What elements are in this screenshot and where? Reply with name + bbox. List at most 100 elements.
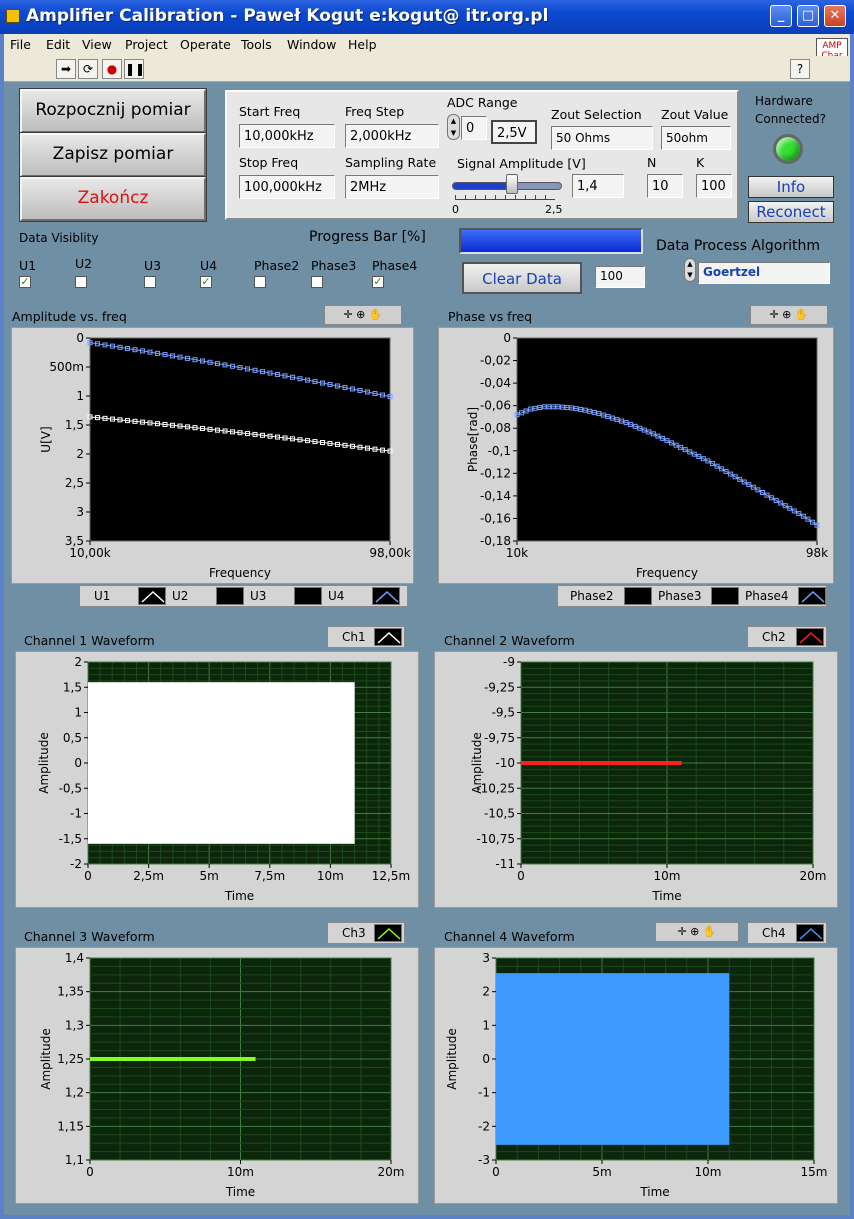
menu-window[interactable]: Window: [287, 37, 337, 52]
n-field[interactable]: 10: [647, 174, 683, 198]
abort-icon[interactable]: ●: [102, 59, 122, 79]
vis-checkbox-u2[interactable]: [75, 276, 87, 288]
graph-tools-palette[interactable]: ✛ ⊕ ✋: [324, 305, 402, 325]
menu-file[interactable]: File: [10, 37, 31, 52]
maximize-button[interactable]: □: [797, 5, 819, 27]
zout-value-label: Zout Value: [661, 107, 729, 122]
vis-label-u4: U4: [200, 258, 218, 273]
algorithm-select[interactable]: Goertzel: [698, 262, 830, 284]
legend-u3: U3: [250, 589, 267, 603]
legend-u4: U4: [328, 589, 345, 603]
ch3-legend: Ch3: [327, 922, 405, 944]
pause-icon[interactable]: ❚❚: [124, 59, 145, 79]
legend-ch1: Ch1: [342, 630, 366, 644]
legend-swatch-phase2[interactable]: [624, 587, 652, 605]
adc-range-label: ADC Range: [447, 95, 518, 110]
menu-edit[interactable]: Edit: [46, 37, 71, 52]
sampling-rate-label: Sampling Rate: [345, 155, 437, 170]
run-arrow-icon[interactable]: ➡: [56, 59, 76, 79]
amplitude-graph: [11, 327, 414, 584]
start-measurement-button[interactable]: Rozpocznij pomiar: [19, 88, 207, 134]
toolbar: ➡ ⟳ ● ❚❚ ?: [4, 56, 850, 82]
zout-value-field[interactable]: 50ohm: [661, 126, 731, 150]
vis-checkbox-phase4[interactable]: ✓: [372, 275, 384, 288]
data-visibility-title: Data Visiblity: [19, 231, 99, 245]
app-icon: [6, 9, 20, 23]
legend-ch4: Ch4: [762, 926, 786, 940]
legend-swatch-ch1[interactable]: [374, 628, 402, 646]
legend-swatch-phase4[interactable]: [798, 587, 826, 605]
signal-amplitude-label: Signal Amplitude [V]: [457, 156, 586, 171]
run-continuous-icon[interactable]: ⟳: [78, 59, 98, 79]
legend-swatch-ch3[interactable]: [374, 924, 402, 942]
zout-selection-label: Zout Selection: [551, 107, 642, 122]
graph-tools-palette[interactable]: ✛ ⊕ ✋: [655, 922, 739, 942]
vis-checkbox-u3[interactable]: [144, 276, 156, 288]
minimize-button[interactable]: _: [770, 5, 792, 27]
stop-freq-label: Stop Freq: [239, 155, 299, 170]
slider-min-label: 0: [452, 203, 459, 216]
algorithm-label: Data Process Algorithm: [656, 238, 821, 254]
vis-checkbox-phase3[interactable]: [311, 276, 323, 288]
legend-swatch-u1[interactable]: [138, 587, 166, 605]
help-icon[interactable]: ?: [790, 59, 810, 79]
legend-phase2: Phase2: [570, 589, 614, 603]
k-label: K: [696, 155, 705, 170]
finish-button[interactable]: Zakończ: [19, 176, 207, 222]
close-button[interactable]: ✕: [824, 5, 846, 27]
graph-tools-palette[interactable]: ✛ ⊕ ✋: [750, 305, 828, 325]
freq-step-label: Freq Step: [345, 104, 405, 119]
vis-checkbox-phase2[interactable]: [254, 276, 266, 288]
adc-index-field[interactable]: 0: [461, 116, 487, 140]
legend-swatch-u2[interactable]: [216, 587, 244, 605]
progress-value-field: 100: [595, 266, 645, 288]
graph-title: Channel 2 Waveform: [444, 633, 575, 648]
legend-swatch-ch2[interactable]: [796, 628, 824, 646]
menu-view[interactable]: View: [82, 37, 112, 52]
amplitude-legend: U1 U2 U3 U4: [79, 585, 408, 607]
start-freq-field[interactable]: 10,000kHz: [239, 124, 335, 148]
sampling-rate-field[interactable]: 2MHz: [345, 175, 439, 199]
vis-checkbox-u4[interactable]: ✓: [200, 275, 212, 288]
menu-bar: File Edit View Project Operate Tools Win…: [4, 34, 850, 76]
stop-freq-field[interactable]: 100,000kHz: [239, 175, 335, 199]
freq-step-field[interactable]: 2,000kHz: [345, 124, 439, 148]
graph-title: Channel 3 Waveform: [24, 929, 155, 944]
hardware-label-2: Connected?: [755, 112, 826, 126]
clear-data-button[interactable]: Clear Data: [462, 262, 582, 294]
reconnect-button[interactable]: Reconect: [748, 201, 834, 223]
save-measurement-button[interactable]: Zapisz pomiar: [19, 132, 207, 178]
ch2-legend: Ch2: [747, 626, 827, 648]
menu-help[interactable]: Help: [348, 37, 377, 52]
amplitude-value-field[interactable]: 1,4: [572, 174, 624, 198]
legend-ch2: Ch2: [762, 630, 786, 644]
phase-legend: Phase2 Phase3 Phase4: [557, 585, 827, 607]
k-field[interactable]: 100: [696, 174, 732, 198]
graph-title: Amplitude vs. freq: [12, 309, 127, 324]
channel2-graph: [434, 651, 838, 908]
title-bar: Amplifier Calibration - Paweł Kogut e:ko…: [0, 0, 854, 34]
channel1-graph: [15, 651, 419, 908]
vis-label-phase4: Phase4: [372, 258, 418, 273]
amplitude-slider-thumb[interactable]: [506, 174, 519, 194]
legend-ch3: Ch3: [342, 926, 366, 940]
legend-swatch-u4[interactable]: [372, 587, 400, 605]
menu-project[interactable]: Project: [125, 37, 168, 52]
adc-stepper-icon[interactable]: ▲ ▼: [447, 114, 460, 140]
legend-swatch-u3[interactable]: [294, 587, 322, 605]
ch1-legend: Ch1: [327, 626, 405, 648]
channel4-graph: [434, 947, 838, 1204]
info-button[interactable]: Info: [748, 176, 834, 198]
menu-operate[interactable]: Operate: [180, 37, 231, 52]
phase-graph: [438, 327, 834, 584]
legend-swatch-ch4[interactable]: [796, 924, 824, 942]
legend-swatch-phase3[interactable]: [711, 587, 739, 605]
slider-max-label: 2,5: [545, 203, 563, 216]
n-label: N: [647, 155, 657, 170]
vis-checkbox-u1[interactable]: ✓: [19, 275, 31, 288]
adc-range-select[interactable]: 2,5V: [491, 120, 537, 144]
menu-tools[interactable]: Tools: [241, 37, 272, 52]
vis-label-u3: U3: [144, 258, 162, 273]
zout-selection-field[interactable]: 50 Ohms: [551, 126, 653, 150]
algorithm-stepper-icon[interactable]: ▲ ▼: [684, 258, 696, 282]
